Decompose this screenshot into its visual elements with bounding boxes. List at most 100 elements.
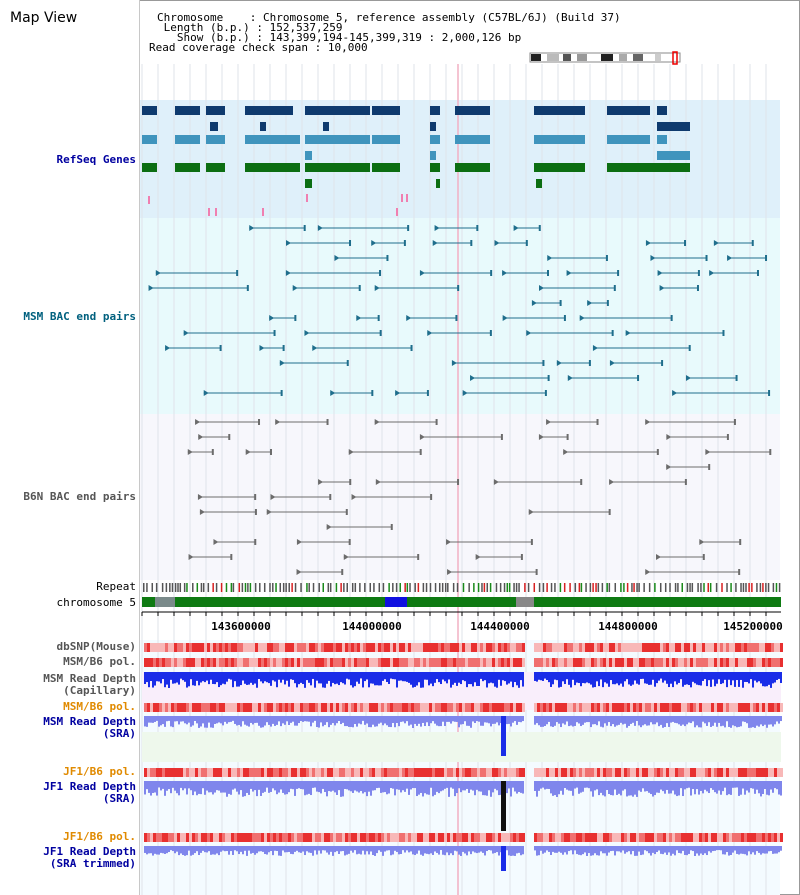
bac-end xyxy=(609,479,615,485)
polymorphism-cell xyxy=(771,703,774,712)
depth-bar xyxy=(378,716,380,724)
depth-bar xyxy=(182,781,184,791)
polymorphism-cell xyxy=(753,768,756,777)
polymorphism-cell xyxy=(357,658,360,667)
repeat-chromosome-track[interactable] xyxy=(140,580,800,610)
depth-bar xyxy=(778,781,780,795)
refseq-genes-track[interactable] xyxy=(140,100,800,218)
depth-bar xyxy=(708,672,710,681)
bac-end xyxy=(292,285,298,291)
depth-bar xyxy=(232,781,234,790)
depth-bar xyxy=(254,781,256,791)
bac-end xyxy=(726,434,729,440)
polymorphism-cell xyxy=(180,768,183,777)
polymorphism-cell xyxy=(324,833,327,842)
bac-end xyxy=(625,330,631,336)
depth-bar xyxy=(390,716,392,728)
polymorphism-cell xyxy=(483,658,486,667)
polymorphism-cell xyxy=(399,833,402,842)
depth-bar xyxy=(670,846,672,856)
polymorphism-cell xyxy=(360,833,363,842)
depth-bar xyxy=(614,672,616,685)
repeat-element xyxy=(515,583,518,592)
polymorphism-cell xyxy=(198,768,201,777)
polymorphism-cell xyxy=(321,643,324,652)
depth-bar xyxy=(636,716,638,722)
depth-bar xyxy=(346,716,348,727)
polymorphism-cell xyxy=(384,768,387,777)
polymorphism-cell xyxy=(213,768,216,777)
polymorphism-cell xyxy=(621,768,624,777)
variation-tracks[interactable] xyxy=(140,640,800,895)
depth-bar xyxy=(554,716,556,726)
polymorphism-cell xyxy=(246,643,249,652)
label-msm-depth-sra: MSM Read Depth (SRA) xyxy=(43,715,136,740)
bac-end xyxy=(765,255,768,261)
depth-bar xyxy=(260,846,262,852)
chromosome-ideogram[interactable] xyxy=(529,51,685,65)
depth-bar xyxy=(362,672,364,688)
repeat-element xyxy=(614,583,617,592)
polymorphism-cell xyxy=(750,643,753,652)
repeat-element xyxy=(486,583,489,592)
repeat-element xyxy=(686,583,689,592)
bac-end xyxy=(542,360,545,366)
depth-bar xyxy=(412,781,414,789)
polymorphism-cell xyxy=(756,703,759,712)
polymorphism-cell xyxy=(558,658,561,667)
polymorphism-cell xyxy=(717,703,720,712)
depth-bar xyxy=(590,716,592,728)
bac-end xyxy=(434,225,440,231)
polymorphism-cell xyxy=(240,703,243,712)
bac-end xyxy=(148,285,154,291)
bac-end xyxy=(198,434,204,440)
depth-bar xyxy=(488,672,490,684)
polymorphism-cell xyxy=(771,768,774,777)
depth-bar xyxy=(748,781,750,793)
depth-bar xyxy=(634,846,636,856)
bac-end xyxy=(379,330,382,336)
depth-bar xyxy=(646,672,648,684)
depth-bar xyxy=(598,846,600,856)
depth-bar xyxy=(318,781,320,793)
polymorphism-cell xyxy=(759,658,762,667)
polymorphism-cell xyxy=(675,768,678,777)
msm-bac-track[interactable] xyxy=(140,218,800,414)
polymorphism-cell xyxy=(384,703,387,712)
bac-end xyxy=(275,419,281,425)
polymorphism-cell xyxy=(474,703,477,712)
depth-bar xyxy=(388,846,390,851)
polymorphism-cell xyxy=(363,658,366,667)
depth-bar xyxy=(714,781,716,793)
b6n-bac-track[interactable] xyxy=(140,414,800,580)
polymorphism-cell xyxy=(435,658,438,667)
polymorphism-cell xyxy=(342,703,345,712)
polymorphism-cell xyxy=(729,658,732,667)
depth-bar xyxy=(614,716,616,727)
depth-bar xyxy=(706,672,708,687)
repeat-element xyxy=(631,583,633,592)
depth-bar xyxy=(758,672,760,682)
depth-bar xyxy=(502,672,504,681)
polymorphism-cell xyxy=(300,658,303,667)
depth-bar xyxy=(660,716,662,725)
depth-bar xyxy=(542,672,544,681)
depth-bar xyxy=(162,716,164,725)
polymorphism-cell xyxy=(447,768,450,777)
polymorphism-cell xyxy=(675,658,678,667)
depth-bar xyxy=(664,672,666,681)
bac-end xyxy=(538,285,544,291)
repeat-element xyxy=(399,583,401,592)
depth-bar xyxy=(704,781,706,790)
polymorphism-cell xyxy=(693,658,696,667)
polymorphism-cell xyxy=(498,833,501,842)
repeat-element xyxy=(434,583,437,592)
depth-bar xyxy=(650,781,652,795)
depth-bar xyxy=(582,672,584,684)
depth-bar xyxy=(358,846,360,854)
polymorphism-cell xyxy=(159,643,162,652)
polymorphism-cell xyxy=(465,768,468,777)
polymorphism-cell xyxy=(255,658,258,667)
depth-bar xyxy=(558,716,560,724)
polymorphism-cell xyxy=(174,658,177,667)
